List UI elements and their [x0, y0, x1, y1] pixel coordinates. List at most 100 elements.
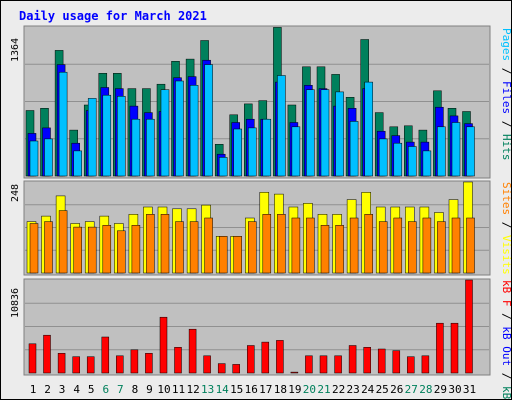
visits-max-label: 248 [10, 184, 21, 202]
x-tick-label: 8 [132, 383, 139, 396]
legend-separator: / [500, 307, 512, 327]
legend-kbin: kB In [500, 386, 512, 400]
kbf-bar [319, 355, 328, 374]
x-tick-label: 10 [157, 383, 170, 396]
kbf-bar [305, 355, 313, 374]
sites-bar [102, 225, 112, 274]
x-tick-label: 2 [44, 383, 51, 396]
kbf-bar [261, 341, 270, 374]
x-tick-label: 7 [117, 383, 124, 396]
sites-bar [393, 217, 403, 274]
legend-pages: Pages [500, 28, 512, 61]
pages-bar [393, 142, 403, 177]
pages-bar [437, 126, 446, 177]
kbf-bar [421, 355, 430, 374]
pages-bar [291, 126, 301, 177]
kbf-bar [465, 279, 473, 374]
x-tick-label: 25 [376, 383, 389, 396]
sites-bar [306, 217, 315, 274]
legend-separator: / [500, 366, 512, 386]
legend-visits: Visits [500, 235, 512, 275]
pages-bar [364, 81, 373, 177]
sites-bar [422, 217, 432, 274]
pages-bar [117, 96, 126, 177]
pages-bar [378, 138, 388, 177]
chart-title: Daily usage for March 2021 [19, 9, 207, 23]
x-tick-label: 28 [419, 383, 432, 396]
pages-bar [87, 98, 97, 177]
x-tick-label: 3 [59, 383, 66, 396]
sites-bar [58, 210, 68, 274]
x-tick-label: 22 [332, 383, 345, 396]
sites-bar [466, 217, 475, 274]
kbf-bar [436, 322, 444, 374]
pages-bar [204, 64, 213, 177]
kbf-bar [392, 350, 401, 374]
usage-max-label: 1364 [10, 38, 21, 62]
sites-bar [117, 230, 126, 274]
sites-bar [204, 217, 213, 274]
legend-kbout: kB Out [500, 326, 512, 366]
pages-bar [160, 89, 170, 177]
x-tick-label: 9 [146, 383, 153, 396]
kbf-bar [72, 356, 80, 374]
pages-bar [349, 121, 359, 177]
kbf-bar [145, 353, 153, 374]
kbf-bar [203, 355, 211, 374]
pages-bar [233, 128, 242, 177]
visits-legend: Sites / Visits [500, 182, 512, 275]
kbf-bar [86, 356, 95, 374]
kbf-bar [130, 349, 139, 374]
kbf-bar [188, 328, 197, 374]
kbf-bar [407, 356, 415, 374]
pages-bar [73, 150, 82, 177]
x-tick-label: 11 [172, 383, 185, 396]
kbf-bar [334, 355, 342, 374]
x-tick-label: 29 [434, 383, 447, 396]
x-tick-label: 13 [201, 383, 214, 396]
kbf-bar [450, 322, 459, 374]
sites-bar [87, 226, 97, 274]
sites-bar [364, 214, 373, 274]
x-tick-label: 19 [288, 383, 301, 396]
sites-bar [349, 217, 359, 274]
x-tick-label: 18 [274, 383, 287, 396]
legend-hits: Hits [500, 134, 512, 161]
pages-bar [58, 71, 68, 177]
sites-bar [160, 214, 170, 274]
kbf-bar [28, 343, 37, 374]
bars-layer [25, 27, 475, 374]
sites-bar [451, 217, 461, 274]
sites-bar [146, 214, 155, 274]
legend-separator: / [500, 61, 512, 81]
x-tick-label: 30 [448, 383, 461, 396]
sites-bar [218, 236, 228, 274]
pages-bar [466, 126, 475, 177]
sites-bar [291, 217, 301, 274]
pages-bar [189, 85, 199, 177]
kbytes-legend: kB F / kB Out / kB In [500, 280, 512, 400]
x-tick-label: 20 [303, 383, 316, 396]
x-tick-label: 27 [405, 383, 418, 396]
kbf-bar [101, 336, 110, 374]
sites-bar [131, 225, 141, 274]
x-tick-label: 4 [73, 383, 80, 396]
sites-bar [378, 221, 388, 274]
kbf-bar [57, 353, 66, 374]
sites-bar [233, 236, 242, 274]
x-tick-label: 15 [230, 383, 243, 396]
pages-bar [306, 89, 315, 177]
legend-sites: Sites [500, 182, 512, 215]
x-tick-label: 6 [102, 383, 109, 396]
x-tick-label: 16 [245, 383, 258, 396]
sites-bar [175, 221, 184, 274]
pages-bar [277, 75, 286, 177]
pages-bar [29, 140, 39, 177]
sites-bar [29, 223, 39, 274]
x-axis-labels: 1 2 3 4 5 6 7 8 9 10 11 12 13 14 15 16 17 18 19 20 21 22 23 24 2… [30, 383, 476, 396]
legend-separator: / [500, 215, 512, 235]
sites-bar [408, 221, 417, 274]
kbf-bar [159, 316, 168, 374]
sites-bar [335, 225, 344, 274]
